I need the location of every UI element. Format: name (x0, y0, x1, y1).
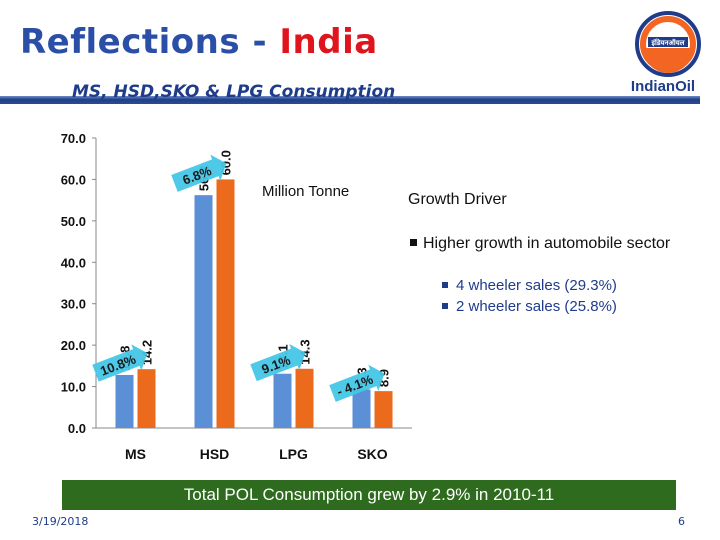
x-tick-label: LPG (279, 446, 308, 462)
x-tick-label: MS (125, 446, 146, 462)
growth-driver-main-text: Higher growth in automobile sector (423, 235, 671, 252)
indianoil-logo-icon: इंडियनऑयल (635, 11, 701, 77)
arrow-shape (250, 343, 306, 382)
bullet-square-icon (442, 303, 448, 309)
slide-title: Reflections - India (20, 22, 378, 62)
unit-label: Million Tonne (262, 183, 350, 200)
growth-driver-sub-bullet: 4 wheeler sales (29.3%) (442, 277, 617, 294)
growth-driver-sub-bullet: 2 wheeler sales (25.8%) (442, 298, 617, 315)
page-number: 6 (678, 515, 685, 528)
slide-subtitle: MS, HSD,SKO & LPG Consumption (72, 82, 396, 102)
title-country: India (279, 22, 378, 62)
summary-banner: Total POL Consumption grew by 2.9% in 20… (62, 480, 676, 510)
bar-hsd-1 (216, 179, 235, 428)
y-tick-label: 60.0 (61, 172, 86, 187)
x-tick-label: HSD (200, 446, 230, 462)
bar-ms-0 (115, 374, 134, 428)
x-tick-label: SKO (357, 446, 387, 462)
y-tick-label: 30.0 (61, 297, 86, 312)
sub-bullet-text: 2 wheeler sales (25.8%) (456, 298, 617, 315)
bullet-square-icon (442, 282, 448, 288)
bullet-square-icon (410, 239, 417, 246)
y-tick-label: 10.0 (61, 380, 86, 395)
consumption-bar-chart: 0.0 10.0 20.0 30.0 40.0 50.0 60.0 70.0 MS HSD LPG S… (61, 131, 412, 462)
bar-hsd-0 (194, 195, 213, 428)
logo-wordmark: IndianOil (630, 78, 696, 95)
bar-lpg-1 (295, 368, 314, 428)
arrow-shape (171, 154, 227, 192)
arrow-shape (329, 364, 385, 402)
arrow-shape (92, 344, 148, 382)
bar-sko-1 (374, 391, 393, 428)
y-tick-label: 40.0 (61, 255, 86, 270)
growth-driver-title: Growth Driver (408, 191, 507, 208)
sub-bullet-text: 4 wheeler sales (29.3%) (456, 277, 617, 294)
bar-lpg-0 (273, 373, 292, 428)
y-tick-label: 0.0 (68, 421, 86, 436)
title-underline (0, 96, 700, 104)
y-tick-label: 70.0 (61, 131, 86, 146)
footer-date: 3/19/2018 (32, 515, 89, 528)
y-tick-label: 20.0 (61, 338, 86, 353)
bar-sko-0 (352, 389, 371, 428)
title-text: Reflections - (20, 22, 280, 62)
growth-driver-bullet: Higher growth in automobile sector (410, 234, 710, 254)
bar-ms-1 (137, 369, 156, 428)
y-tick-label: 50.0 (61, 214, 86, 229)
logo-script: इंडियनऑयल (651, 38, 685, 47)
